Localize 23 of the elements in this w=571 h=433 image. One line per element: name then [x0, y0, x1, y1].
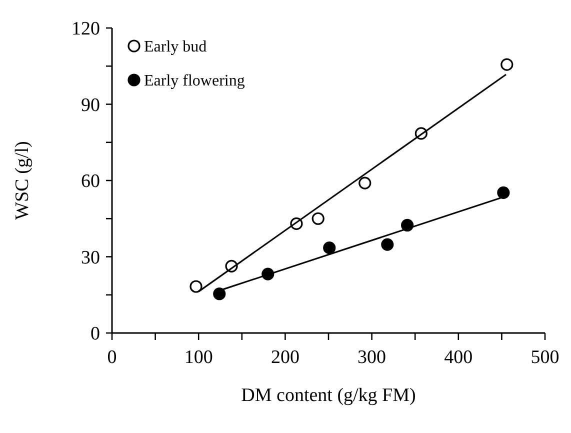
x-tick-label: 300 — [358, 347, 386, 368]
point — [213, 288, 226, 300]
point — [358, 176, 372, 190]
legend-label: Early bud — [144, 38, 207, 56]
x-axis-title: DM content (g/kg FM) — [241, 385, 416, 406]
point — [190, 280, 202, 293]
point — [497, 186, 510, 199]
y-tick-label: 120 — [72, 18, 100, 40]
y-tick-label: 30 — [81, 247, 100, 268]
point — [500, 58, 514, 71]
x-tick-label: 400 — [444, 347, 473, 368]
y-tick-label: 90 — [81, 94, 100, 116]
x-tick-label: 500 — [530, 347, 560, 368]
point — [323, 242, 336, 254]
x-tick-label: 100 — [184, 347, 213, 368]
x-tick-label: 200 — [270, 347, 300, 368]
y-tick-label: 60 — [81, 171, 100, 192]
y-axis-title: WSC (g/l) — [12, 141, 33, 220]
y-tick-label: 0 — [90, 324, 100, 345]
legend-label: Early flowering — [144, 72, 245, 90]
point — [381, 238, 394, 251]
point — [312, 212, 324, 225]
x-tick-label: 0 — [107, 347, 117, 368]
